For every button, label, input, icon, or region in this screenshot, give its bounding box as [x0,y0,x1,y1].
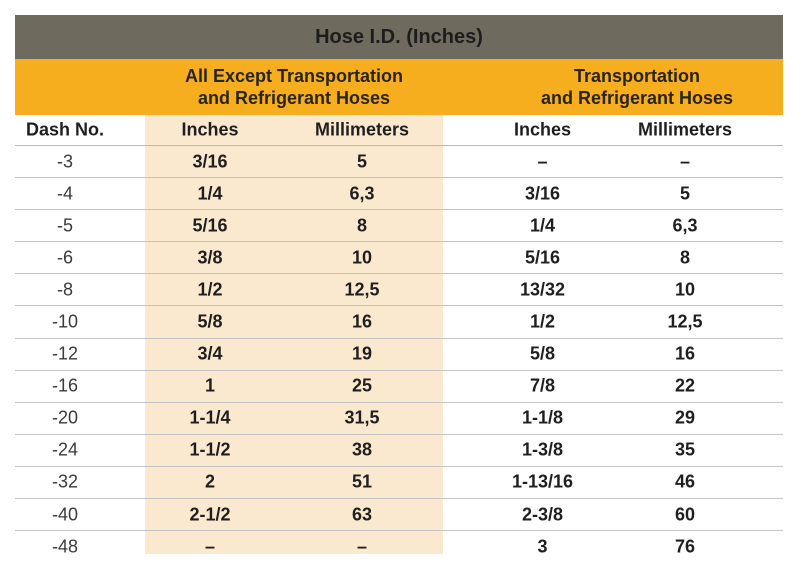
dash-no-cell: -20 [51,407,78,428]
dash-no-cell: -4 [56,183,73,204]
column-header-millimeters: Millimeters [314,119,410,140]
group-header-line: and Refrigerant Hoses [197,88,391,108]
inches-cell: 3/4 [197,343,223,364]
group-header-line: Transportation [573,66,700,86]
transport-inches-cell: 1-1/8 [521,407,564,428]
millimeters-cell: 63 [351,504,373,525]
millimeters-cell: 10 [351,247,373,268]
transport-inches-cell: 3/16 [524,183,561,204]
millimeters-cell: – [356,536,367,557]
millimeters-cell: 51 [351,471,373,492]
dash-no-cell: -16 [51,375,78,396]
inches-cell: 1/4 [197,183,223,204]
transport-inches-cell: 1/2 [529,311,556,332]
table-row: -12 3/4 19 5/8 16 [15,339,783,371]
transport-millimeters-cell: 10 [674,279,696,300]
inches-cell: 1/2 [197,279,223,300]
column-header-row: Dash No. Inches Millimeters Inches Milli… [15,115,783,146]
table-row: -3 3/16 5 – – [15,146,783,179]
dash-no-cell: -12 [51,343,78,364]
millimeters-cell: 38 [351,439,373,460]
transport-inches-cell: – [537,151,548,172]
transport-millimeters-cell: 35 [674,439,696,460]
transport-inches-cell: 13/32 [519,279,566,300]
transport-inches-cell: 1-13/16 [511,471,574,492]
transport-millimeters-cell: – [679,151,690,172]
inches-cell: – [204,536,215,557]
group-header-line: and Refrigerant Hoses [540,88,734,108]
inches-cell: 5/16 [192,215,228,236]
transport-inches-cell: 7/8 [529,375,556,396]
dash-no-cell: -8 [56,279,73,300]
dash-no-cell: -40 [51,504,78,525]
inches-cell: 1 [204,375,215,396]
table-body: -3 3/16 5 – – -4 1/4 6,3 3/16 5 -5 5/16 8 1/4 6,3 -6 3/8… [15,146,783,562]
millimeters-cell: 8 [356,215,367,236]
transport-millimeters-cell: 46 [674,471,696,492]
table-row: -48 – – 3 76 [15,531,783,562]
transport-millimeters-cell: 29 [674,407,696,428]
millimeters-cell: 31,5 [344,407,380,428]
column-header-millimeters: Millimeters [637,119,733,140]
transport-millimeters-cell: 12,5 [667,311,703,332]
inches-cell: 3/8 [197,247,223,268]
inches-cell: 3/16 [192,151,228,172]
transport-inches-cell: 1/4 [529,215,556,236]
table-row: -6 3/8 10 5/16 8 [15,242,783,275]
inches-cell: 1-1/4 [189,407,231,428]
millimeters-cell: 19 [351,343,373,364]
table-row: -10 5/8 16 1/2 12,5 [15,306,783,339]
transport-millimeters-cell: 5 [679,183,690,204]
column-header-dash-no: Dash No. [25,119,104,140]
transport-millimeters-cell: 22 [674,375,696,396]
millimeters-cell: 6,3 [349,183,375,204]
dash-no-cell: -10 [51,311,78,332]
column-header-inches: Inches [513,119,572,140]
table-row: -40 2-1/2 63 2-3/8 60 [15,499,783,532]
inches-cell: 1-1/2 [189,439,231,460]
hose-id-table: Hose I.D. (Inches) All Except Transporta… [15,15,783,556]
table-row: -16 1 25 7/8 22 [15,371,783,403]
group-header-line: All Except Transportation [184,66,404,86]
table-row: -32 2 51 1-13/16 46 [15,467,783,500]
dash-no-cell: -5 [56,215,73,236]
table-row: -8 1/2 12,5 13/32 10 [15,274,783,307]
group-header-all-except: All Except Transportation and Refrigeran… [145,65,443,109]
transport-millimeters-cell: 8 [679,247,690,268]
inches-cell: 2-1/2 [189,504,231,525]
transport-millimeters-cell: 76 [674,536,696,557]
transport-inches-cell: 2-3/8 [521,504,564,525]
column-header-inches: Inches [181,119,239,140]
table-title: Hose I.D. (Inches) [315,25,483,48]
dash-no-cell: -3 [56,151,73,172]
group-header-bar: All Except Transportation and Refrigeran… [15,59,783,115]
dash-no-cell: -48 [51,536,78,557]
table-row: -4 1/4 6,3 3/16 5 [15,178,783,211]
transport-millimeters-cell: 60 [674,504,696,525]
inches-cell: 2 [204,471,215,492]
table-row: -20 1-1/4 31,5 1-1/8 29 [15,403,783,435]
transport-inches-cell: 5/16 [524,247,561,268]
millimeters-cell: 5 [356,151,367,172]
millimeters-cell: 25 [351,375,373,396]
inches-cell: 5/8 [197,311,223,332]
table-row: -24 1-1/2 38 1-3/8 35 [15,435,783,467]
transport-millimeters-cell: 6,3 [672,215,698,236]
transport-inches-cell: 5/8 [529,343,556,364]
dash-no-cell: -24 [51,439,78,460]
dash-no-cell: -6 [56,247,73,268]
table-row: -5 5/16 8 1/4 6,3 [15,210,783,243]
dash-no-cell: -32 [51,471,78,492]
group-header-transportation: Transportation and Refrigerant Hoses [491,65,783,109]
transport-inches-cell: 3 [537,536,548,557]
millimeters-cell: 16 [351,311,373,332]
millimeters-cell: 12,5 [344,279,380,300]
table-title-bar: Hose I.D. (Inches) [15,15,783,59]
transport-millimeters-cell: 16 [674,343,696,364]
transport-inches-cell: 1-3/8 [521,439,564,460]
